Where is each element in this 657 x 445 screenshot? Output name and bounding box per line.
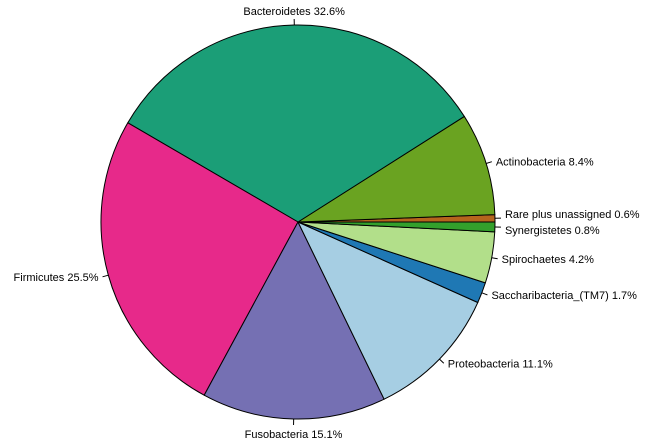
slice-label-proteobacteria: Proteobacteria 11.1% — [448, 358, 553, 370]
pie-labels: Rare plus unassigned 0.6% Actinobacteria … — [14, 6, 640, 441]
slice-label-firmicutes: Firmicutes 25.5% — [14, 272, 99, 284]
slice-label-synergistetes: Synergistetes 0.8% — [505, 225, 600, 237]
slice-label-saccharibacteria-tm7: Saccharibacteria_(TM7) 1.7% — [491, 290, 637, 302]
leader-line-spirochaetes — [491, 257, 498, 260]
pie-slice-firmicutes — [100, 122, 299, 396]
pie-slice-synergistetes — [297, 221, 496, 233]
slice-label-actinobacteria: Actinobacteria 8.4% — [496, 157, 594, 169]
leader-line-actinobacteria — [485, 161, 492, 164]
slice-label-rare: Rare plus unassigned 0.6% — [505, 209, 640, 221]
pie-slice-bacteroidetes — [127, 24, 465, 223]
slice-label-fusobacteria: Fusobacteria 15.1% — [245, 429, 343, 441]
slice-label-bacteroidetes: Bacteroidetes 32.6% — [243, 6, 345, 18]
slice-label-spirochaetes: Spirochaetes 4.2% — [502, 254, 595, 266]
pie-slice-actinobacteria — [297, 115, 496, 223]
pie-slices — [100, 24, 496, 420]
leader-line-firmicutes — [102, 274, 109, 278]
leader-line-proteobacteria — [439, 358, 445, 364]
leader-line-saccharibacteria-tm7 — [481, 292, 488, 296]
